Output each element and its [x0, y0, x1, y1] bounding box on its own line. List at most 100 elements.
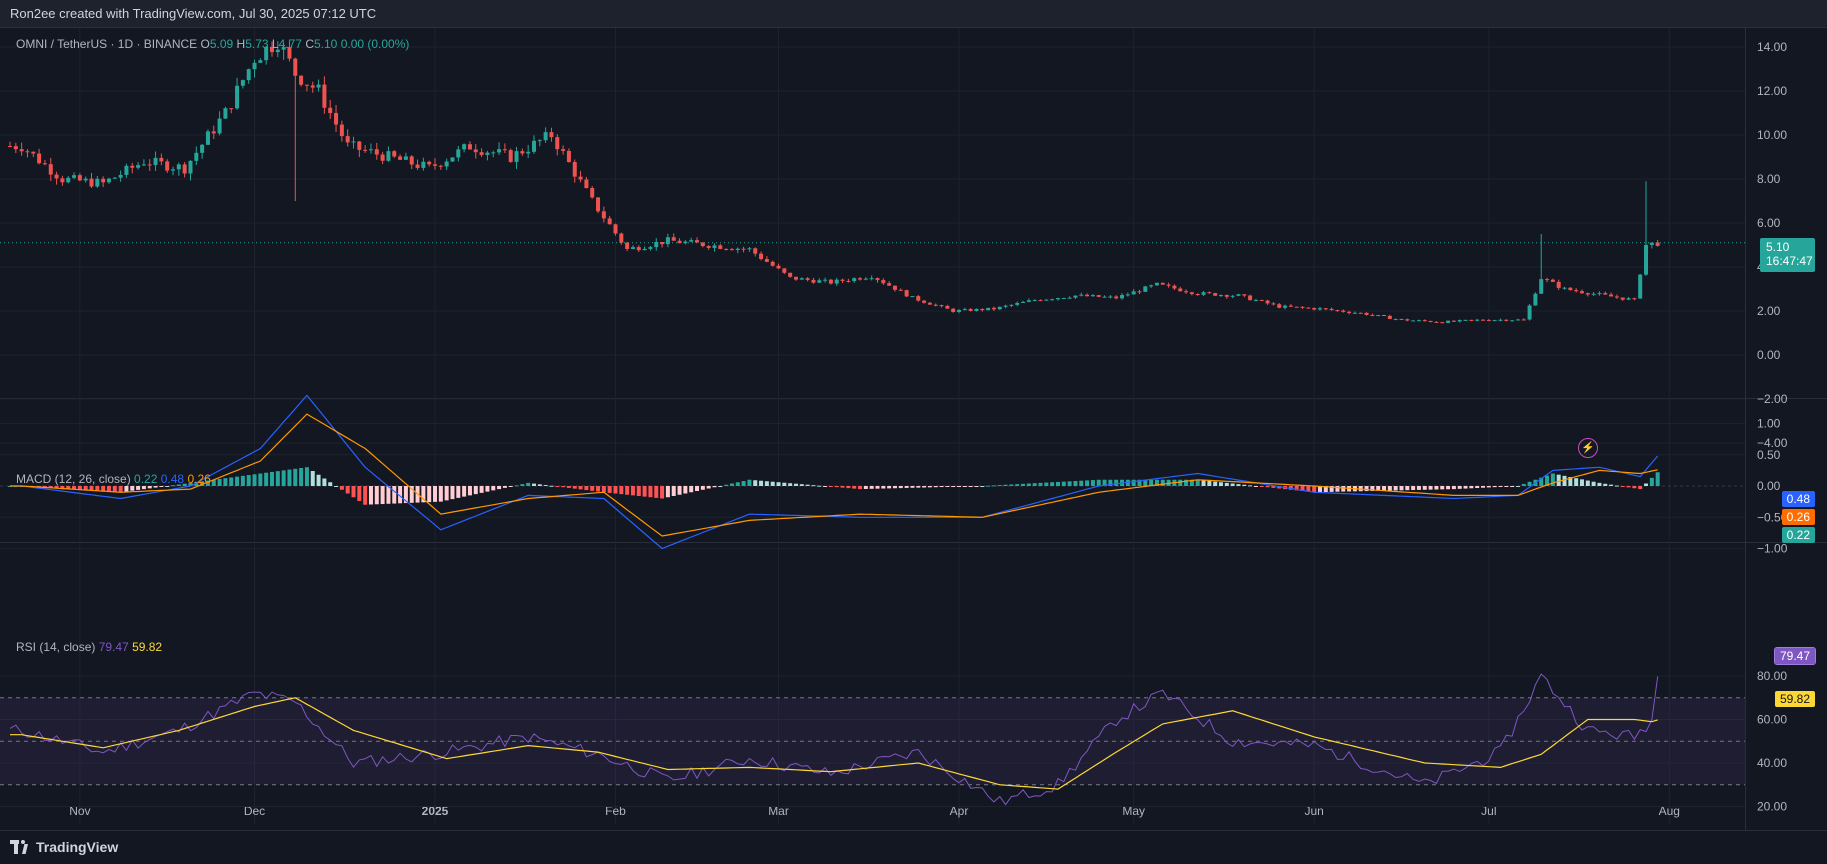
price-tick-label: 12.00: [1757, 84, 1787, 98]
macd-histogram-bar: [48, 486, 53, 488]
tradingview-logo[interactable]: TradingView: [10, 839, 118, 855]
chart-canvas[interactable]: Nov Dec 2025 Feb Mar Apr May Jun Jul Aug 14.00 12.0…: [0, 28, 1827, 830]
lightning-icon[interactable]: ⚡: [1578, 438, 1598, 458]
candle-body: [1108, 296, 1113, 298]
candle-body: [1440, 322, 1445, 324]
macd-histogram-bar: [229, 477, 234, 486]
macd-histogram-bar: [968, 486, 973, 487]
candle-body: [578, 176, 583, 180]
candle-body: [25, 151, 30, 153]
candle-body: [83, 178, 88, 181]
macd-histogram-bar: [712, 486, 717, 488]
candle-body: [858, 278, 863, 280]
macd-histogram-bar: [1405, 486, 1410, 491]
macd-histogram-bar: [1562, 475, 1567, 486]
macd-histogram-bar: [310, 471, 315, 486]
macd-histogram-bar: [176, 484, 181, 486]
candle-body: [974, 308, 979, 311]
macd-histogram-bar: [205, 480, 210, 486]
rsi-ma-value: 59.82: [132, 640, 163, 654]
candle-body: [398, 156, 403, 160]
macd-histogram-bar: [648, 486, 653, 498]
candle-body: [1253, 300, 1258, 302]
candle-body: [869, 278, 874, 280]
macd-histogram-bar: [409, 486, 414, 503]
macd-histogram-bar: [281, 470, 286, 486]
candle-body: [1574, 290, 1579, 292]
macd-histogram-bar: [799, 484, 804, 486]
macd-histogram-bar: [398, 486, 403, 504]
candle-body: [1213, 293, 1218, 296]
candle-body: [293, 58, 298, 76]
macd-histogram-bar: [1219, 482, 1224, 486]
candle-body: [1224, 295, 1229, 297]
macd-histogram-bar: [846, 486, 851, 489]
candle-body: [1562, 287, 1567, 289]
candle-body: [1579, 291, 1584, 294]
candle-body: [485, 152, 490, 155]
candle-body: [37, 153, 42, 164]
candle-body: [1038, 300, 1043, 302]
candle-body: [101, 178, 106, 183]
candle-body: [1137, 291, 1142, 293]
candle-body: [363, 149, 368, 151]
macd-histogram-bar: [922, 486, 927, 488]
macd-histogram-bar: [805, 484, 810, 486]
candle-body: [1125, 294, 1130, 296]
candle-body: [345, 136, 350, 143]
macd-histogram-bar: [462, 486, 467, 497]
last-price-label: 5.10 16:47:47: [1760, 238, 1815, 272]
macd-histogram-bar: [83, 486, 88, 491]
macd-histogram-bar: [834, 486, 839, 488]
candle-body: [1614, 296, 1619, 298]
macd-histogram-bar: [980, 486, 985, 487]
macd-histogram-bar: [741, 481, 746, 486]
candle-body: [438, 165, 443, 167]
candle-body: [951, 308, 956, 312]
macd-histogram-bar: [572, 486, 577, 489]
candle-body: [1347, 311, 1352, 313]
macd-histogram-bar: [770, 481, 775, 486]
rsi-legend: RSI (14, close) 79.47 59.82: [16, 640, 162, 654]
candle-body: [1486, 320, 1491, 322]
macd-histogram-bar: [171, 485, 176, 487]
rsi-tick-label: 40.00: [1757, 756, 1787, 770]
macd-histogram-bar: [1288, 486, 1293, 490]
candle-body: [322, 84, 327, 108]
macd-histogram-bar: [508, 486, 513, 487]
candle-body: [1032, 300, 1037, 302]
macd-histogram-bar: [1655, 472, 1660, 486]
candle-body: [735, 248, 740, 251]
candle-body: [991, 307, 996, 310]
candle-body: [467, 144, 472, 150]
macd-histogram-bar: [1603, 483, 1608, 486]
candle-body: [1271, 303, 1276, 305]
candle-body: [887, 283, 892, 286]
rsi-value: 79.47: [98, 640, 129, 654]
macd-histogram-bar: [1317, 486, 1322, 493]
macd-histogram-bar: [1469, 486, 1474, 489]
candle-body: [782, 268, 787, 273]
candle-body: [235, 85, 240, 109]
candle-body: [153, 157, 158, 165]
candle-body: [881, 280, 886, 284]
price-tick-label: 0.00: [1757, 348, 1781, 362]
candle-body: [520, 151, 525, 154]
macd-histogram-bar: [1504, 486, 1509, 487]
candle-body: [1195, 294, 1200, 296]
candle-body: [269, 46, 274, 53]
candle-body: [1585, 293, 1590, 295]
candle-body: [671, 237, 676, 241]
macd-histogram-bar: [1061, 481, 1066, 486]
candle-body: [1160, 282, 1165, 285]
candle-body: [1219, 295, 1224, 297]
candle-body: [1335, 310, 1340, 312]
candle-body: [1492, 320, 1497, 322]
macd-histogram-bar: [502, 486, 507, 488]
macd-histogram-bar: [42, 486, 47, 488]
macd-histogram-bar: [1486, 486, 1491, 488]
macd-histogram-bar: [1102, 479, 1107, 486]
candle-body: [957, 309, 962, 312]
macd-tick-label: 0.00: [1757, 479, 1781, 493]
candle-body: [1178, 288, 1183, 292]
